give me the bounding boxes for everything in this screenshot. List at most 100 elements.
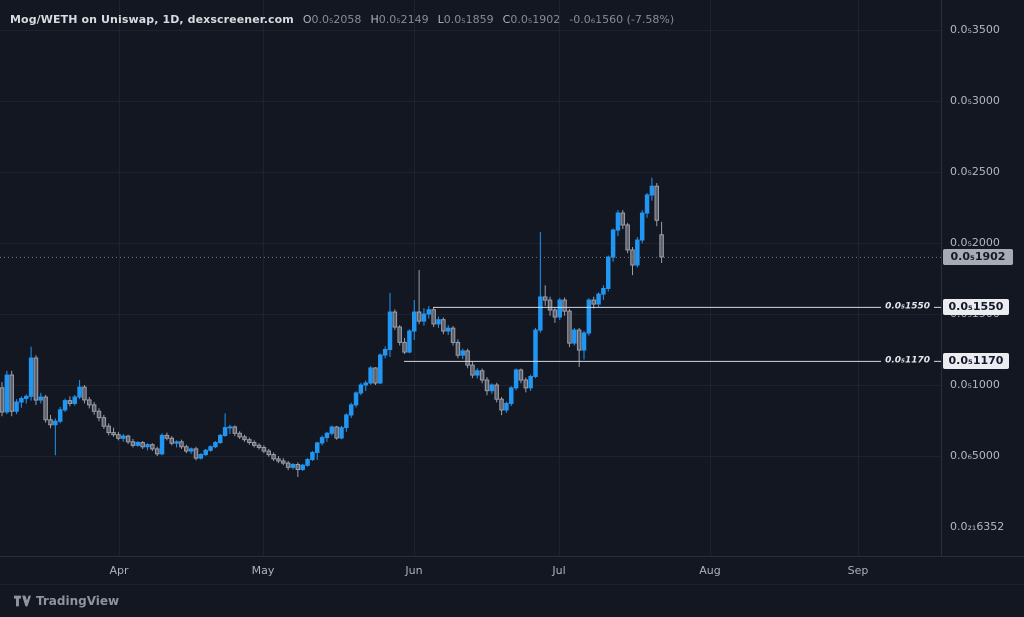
candle-body — [121, 435, 126, 439]
candle-body — [290, 464, 296, 468]
candle-body — [150, 444, 155, 450]
candle-body — [169, 437, 174, 444]
candle-body — [450, 327, 456, 343]
candle-body — [378, 354, 383, 384]
candle-body — [135, 442, 141, 446]
candle-body — [654, 185, 659, 221]
candle-body — [218, 434, 223, 444]
candle-body — [368, 367, 373, 384]
candle-body — [494, 384, 499, 400]
candle-body — [208, 446, 213, 451]
ohlc-high-value: 0.0₅2149 — [378, 13, 429, 26]
candle-body — [431, 309, 436, 325]
symbol-title[interactable]: Mog/WETH on Uniswap, 1D, dexscreener.com — [10, 13, 294, 26]
candle-body — [53, 420, 58, 426]
candle-body — [174, 441, 179, 444]
candle-body — [581, 332, 587, 351]
candle-body — [256, 444, 262, 448]
ohlc-close-label: C — [502, 13, 511, 26]
time-axis-label: Apr — [109, 564, 129, 577]
candle-body — [24, 395, 29, 399]
candle-body — [57, 409, 63, 422]
candle-body — [9, 374, 14, 412]
candle-body — [392, 311, 398, 328]
candle-body — [649, 185, 655, 196]
candle-body — [421, 313, 427, 322]
candle-body — [179, 441, 184, 448]
candle-body — [353, 392, 359, 406]
ohlc-open-label: O — [302, 13, 312, 26]
candle-body — [4, 374, 10, 413]
candle-body — [96, 410, 102, 419]
level-price-badge: 0.0₅1170 — [943, 352, 1009, 369]
price-axis[interactable]: 0.0₅35000.0₅30000.0₅25000.0₅20000.0₅1500… — [941, 0, 1024, 556]
candle-body — [382, 349, 388, 356]
candle-body — [154, 448, 160, 455]
candle-body — [276, 458, 281, 462]
price-axis-label: 0.0₅2500 — [950, 165, 1000, 178]
candle-body — [222, 427, 228, 436]
candle-body — [426, 309, 432, 315]
time-axis-label: Aug — [699, 564, 721, 577]
candle-body — [106, 425, 111, 434]
candle-body — [266, 450, 271, 456]
candle-body — [586, 299, 592, 334]
ray-price-label[interactable]: 0.0₅1170 — [881, 355, 934, 367]
candle-body — [184, 446, 189, 452]
candle-body — [281, 460, 286, 464]
candle-body — [130, 441, 136, 446]
time-axis-label: Jul — [552, 564, 566, 577]
candle-body — [509, 387, 514, 404]
candle-body — [72, 396, 77, 404]
candle-body — [523, 379, 529, 389]
ohlc-close-value: 0.0₅1902 — [510, 13, 561, 26]
candle-body — [319, 437, 325, 444]
candle-body — [659, 234, 664, 258]
candle-body — [344, 414, 349, 429]
candle-body — [295, 464, 301, 470]
price-axis-label: 0.0₅1000 — [950, 378, 1000, 391]
chart-legend: Mog/WETH on Uniswap, 1D, dexscreener.com… — [10, 13, 674, 26]
candle-body — [538, 296, 543, 331]
ohlc-low-label: L — [437, 13, 444, 26]
ohlc-low-value: 0.0₅1859 — [443, 13, 494, 26]
candle-body — [159, 434, 165, 455]
candle-body — [77, 386, 82, 398]
candle-body — [591, 299, 596, 305]
candle-body — [402, 341, 407, 353]
candle-body — [610, 229, 616, 258]
time-axis[interactable]: Apr May Jun Jul Aug Sep — [0, 556, 1024, 584]
candle-body — [324, 432, 330, 439]
time-axis-label: Jun — [405, 564, 423, 577]
ohlc-high-label: H — [370, 13, 379, 26]
tradingview-link[interactable]: TradingView — [14, 594, 119, 608]
candlestick-chart[interactable] — [0, 0, 941, 556]
candle-body — [125, 435, 131, 443]
candle-body — [639, 212, 645, 241]
candle-body — [387, 311, 393, 350]
candle-body — [518, 369, 524, 381]
ohlc-open-value: 0.0₅2058 — [311, 13, 362, 26]
candle-body — [285, 462, 291, 468]
candle-body — [339, 427, 344, 439]
candle-body — [644, 194, 650, 214]
candle-body — [87, 399, 92, 406]
candle-body — [48, 419, 53, 426]
candle-body — [203, 449, 208, 456]
last-price-badge: 0.0₅1902 — [943, 248, 1013, 265]
ray-price-label[interactable]: 0.0₅1550 — [881, 301, 934, 313]
price-axis-label: 0.0₂₁6352 — [950, 520, 1005, 533]
candle-body — [460, 350, 465, 356]
candle-body — [475, 370, 480, 376]
candle-body — [329, 426, 335, 434]
candle-body — [552, 309, 558, 318]
candle-body — [412, 311, 417, 332]
chart-area[interactable]: Mog/WETH on Uniswap, 1D, dexscreener.com… — [0, 0, 941, 556]
candle-body — [504, 402, 509, 411]
time-axis-label: Sep — [847, 564, 869, 577]
candle-body — [625, 224, 630, 251]
candle-body — [91, 404, 97, 412]
candle-body — [164, 434, 170, 439]
candle-body — [33, 357, 39, 401]
